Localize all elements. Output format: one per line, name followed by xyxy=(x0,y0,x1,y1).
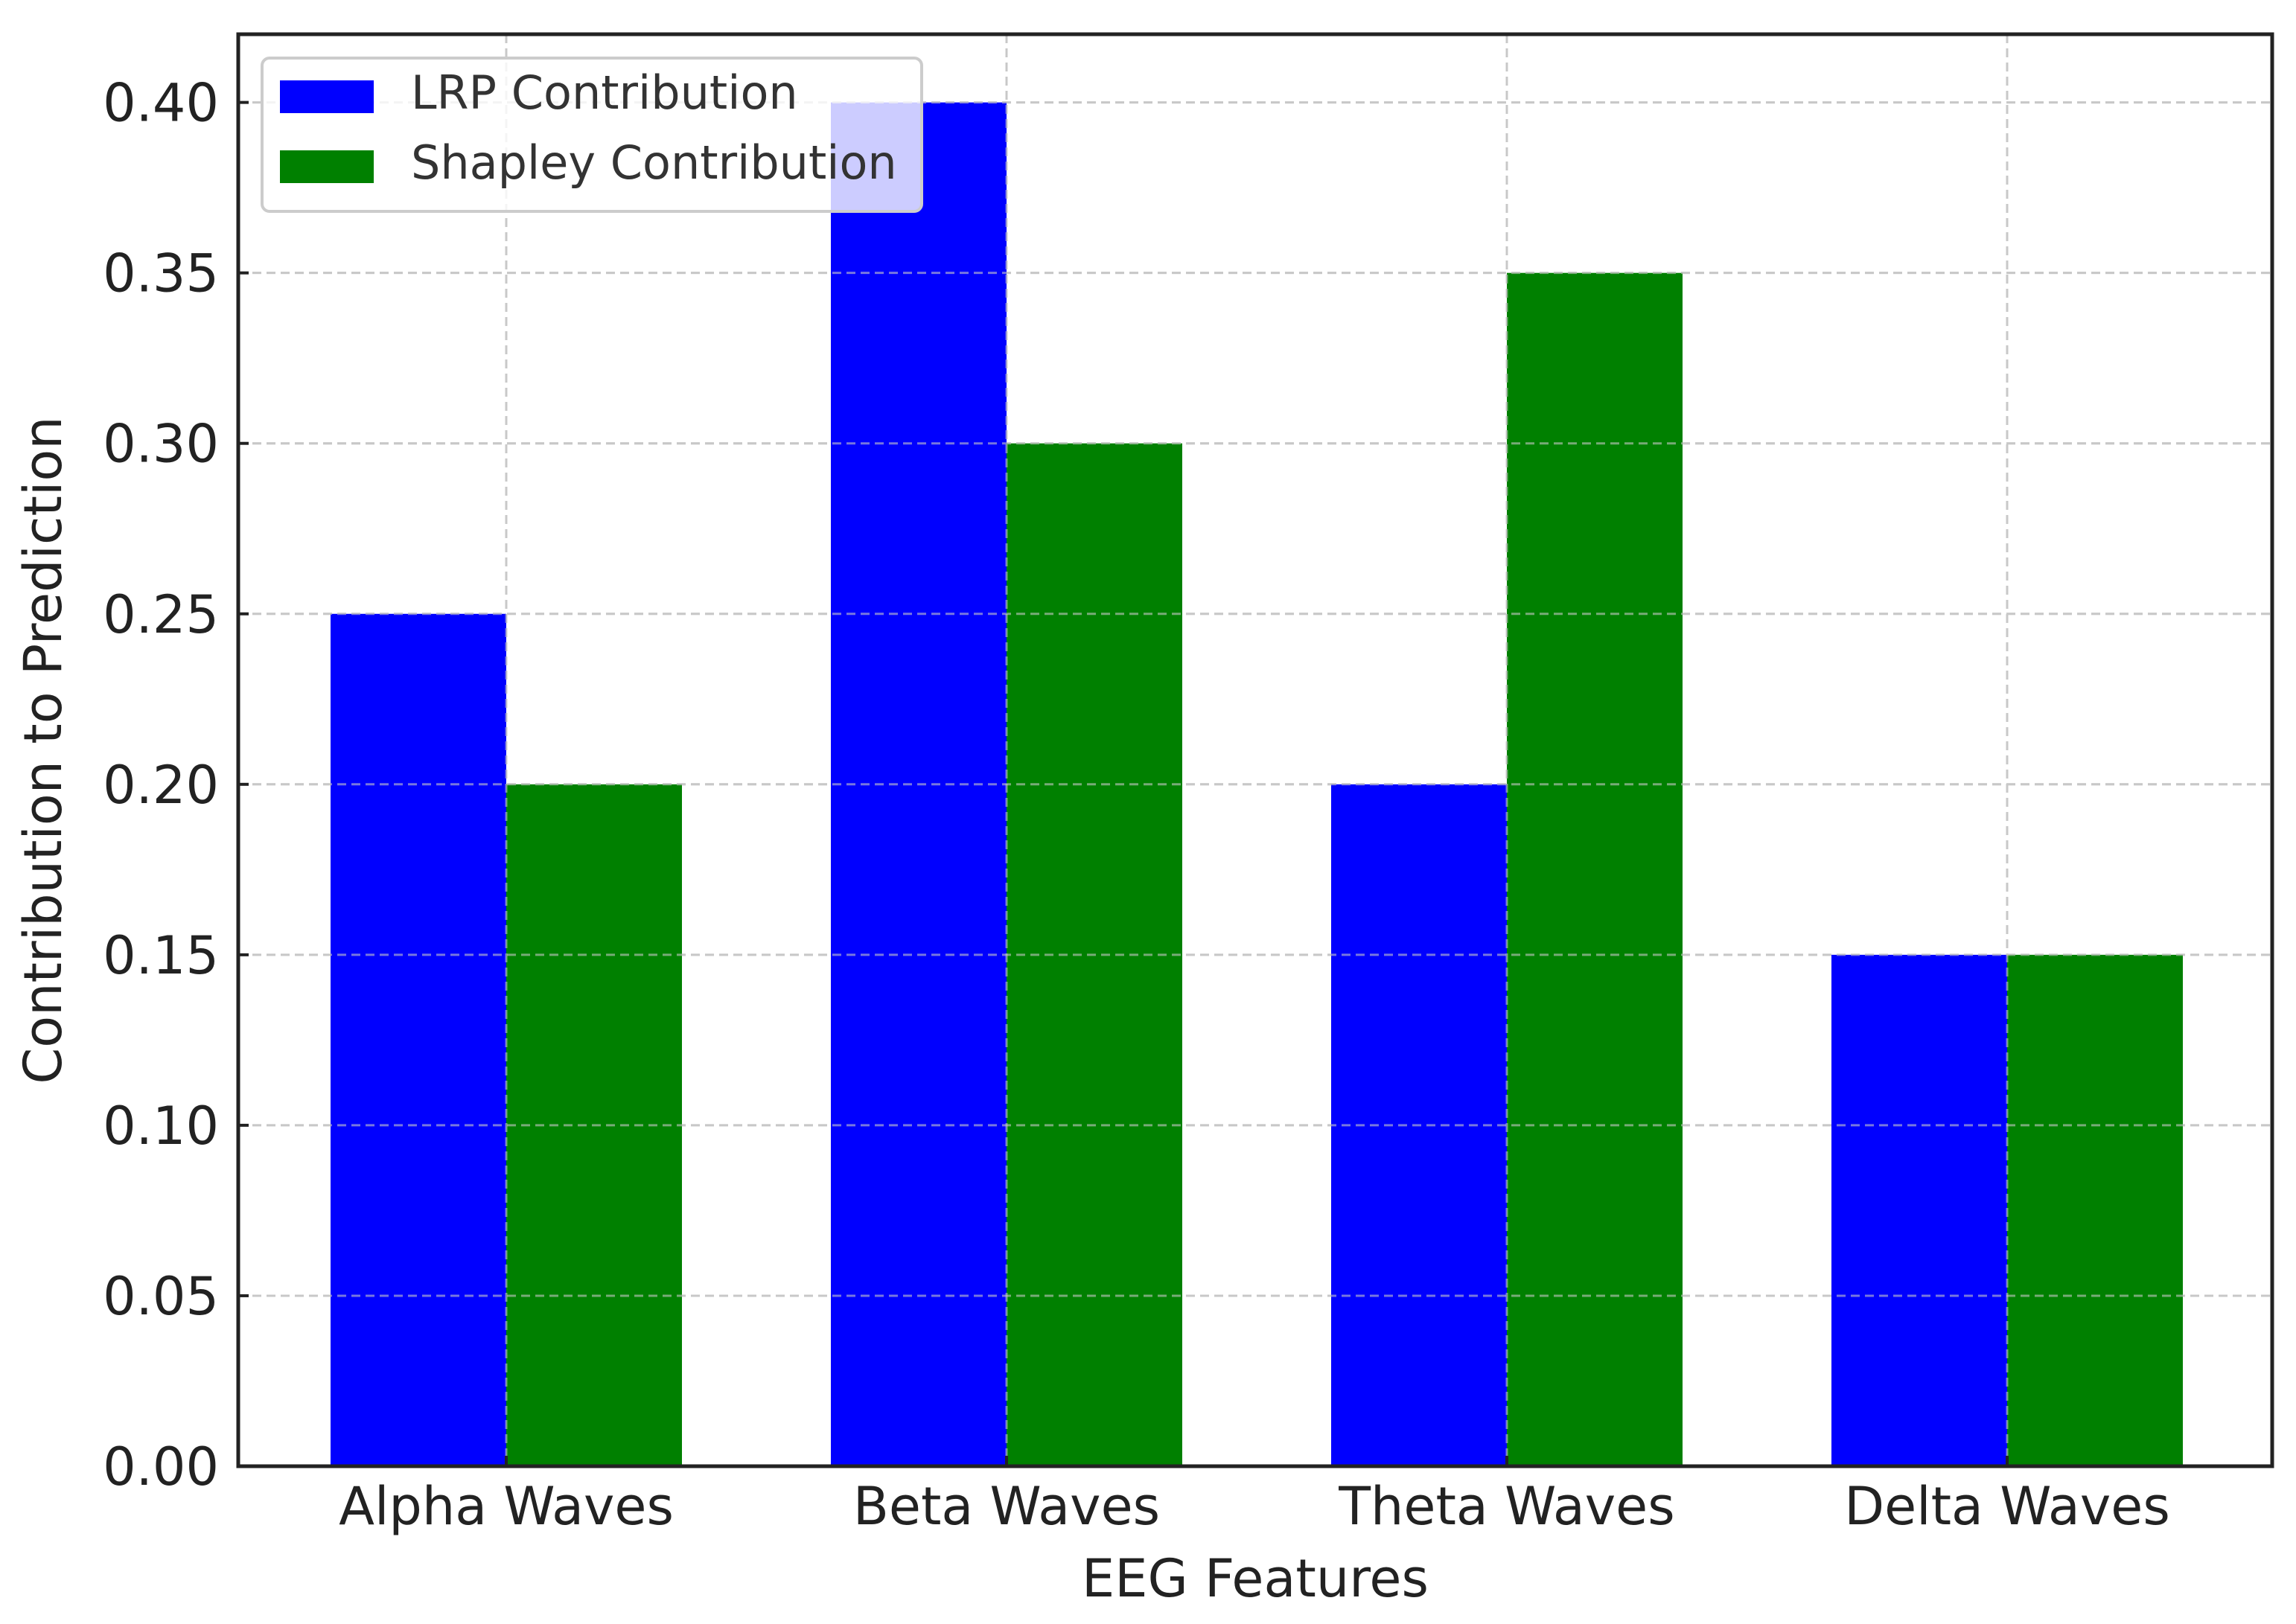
legend-swatch-shapley xyxy=(280,150,374,183)
x-tick-label: Beta Waves xyxy=(853,1476,1160,1537)
plot-frame xyxy=(236,32,2274,1468)
legend-label-shapley: Shapley Contribution xyxy=(411,135,897,190)
legend-swatch-lrp xyxy=(280,80,374,113)
y-tick-label: 0.40 xyxy=(103,73,219,134)
y-tick-label: 0.15 xyxy=(103,925,219,986)
bar-lrp-delta-waves xyxy=(1831,954,2007,1466)
bar-shapley-theta-waves xyxy=(1507,272,1683,1467)
x-tick-label: Alpha Waves xyxy=(339,1476,674,1537)
bar-lrp-alpha-waves xyxy=(331,613,506,1466)
x-axis-label: EEG Features xyxy=(1082,1548,1429,1609)
legend-label-lrp: LRP Contribution xyxy=(411,65,798,120)
legend: LRP Contribution Shapley Contribution xyxy=(261,57,923,213)
y-tick-label: 0.35 xyxy=(103,243,219,304)
bars xyxy=(238,34,2272,1468)
y-tick-label: 0.00 xyxy=(103,1436,219,1497)
x-tick-label: Theta Waves xyxy=(1338,1476,1674,1537)
y-axis-label: Contribution to Prediction xyxy=(13,416,74,1084)
y-tick-label: 0.20 xyxy=(103,755,219,816)
y-tick-label: 0.05 xyxy=(103,1266,219,1327)
bar-shapley-delta-waves xyxy=(2007,954,2183,1466)
y-tick-label: 0.25 xyxy=(103,584,219,645)
x-tick-label: Delta Waves xyxy=(1844,1476,2170,1537)
y-tick-label: 0.30 xyxy=(103,414,219,475)
ticks: 0.00 0.05 0.10 0.15 0.20 0.25 0.30 0.35 0.40 Alph… xyxy=(103,73,2170,1537)
legend-box xyxy=(261,57,923,213)
y-tick-label: 0.10 xyxy=(103,1096,219,1157)
